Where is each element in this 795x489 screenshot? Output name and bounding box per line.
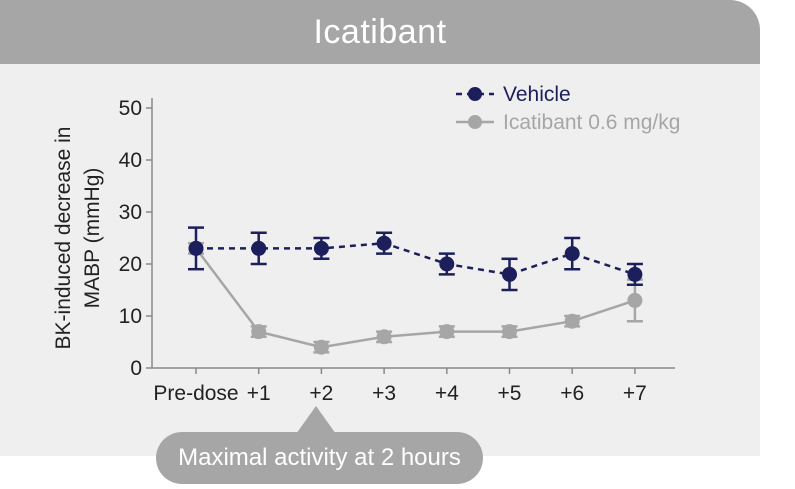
callout-arrow [296, 406, 336, 434]
data-point [376, 329, 392, 345]
legend-label: Vehicle [503, 83, 571, 106]
x-tick-label: +4 [435, 382, 459, 405]
legend-marker [468, 115, 482, 129]
legend-label: Icatibant 0.6 mg/kg [503, 111, 680, 134]
data-point [502, 266, 517, 282]
y-tick-label: 50 [119, 97, 142, 120]
data-point [251, 240, 267, 256]
data-point [439, 324, 455, 340]
x-tick-label: +2 [309, 382, 333, 405]
title-bar: Icatibant [0, 0, 760, 64]
series-line [196, 241, 636, 276]
data-point [251, 324, 267, 340]
y-tick-label: 0 [130, 357, 142, 380]
data-point [376, 235, 392, 251]
data-point [564, 313, 580, 329]
data-point [627, 266, 643, 282]
legend-marker [468, 87, 482, 101]
y-tick-label: 40 [119, 149, 142, 172]
x-tick-label: +6 [560, 382, 584, 405]
series-vehicle [188, 226, 643, 292]
data-point [439, 256, 455, 272]
y-tick-label: 30 [119, 201, 142, 224]
y-axis-label-line-2: MABP (mmHg) [81, 168, 104, 309]
data-point [502, 324, 517, 340]
data-point [627, 292, 643, 308]
x-tick-label: Pre-dose [153, 382, 238, 405]
data-point [188, 240, 204, 256]
data-point [313, 240, 329, 256]
data-point [313, 339, 329, 355]
x-tick-label: +5 [498, 382, 522, 405]
x-tick-label: +7 [623, 382, 647, 405]
y-tick-label: 20 [119, 253, 142, 276]
series-line [195, 247, 636, 349]
data-point [564, 246, 580, 262]
x-tick-label: +1 [247, 382, 271, 405]
chart-panel: Icatibant [0, 0, 760, 456]
y-axis-label-line-1: BK-induced decrease in [52, 127, 75, 350]
legend: Vehicle Icatibant 0.6 mg/kg [456, 83, 680, 134]
chart-background [0, 60, 760, 456]
y-tick-label: 10 [119, 305, 142, 328]
chart-title: Icatibant [313, 12, 447, 51]
callout-badge: Maximal activity at 2 hours [156, 432, 483, 484]
x-tick-label: +3 [372, 382, 396, 405]
axes: 0 10 20 30 40 50 Pre-dose +1 +2 +3 +4 +5 +6 +7 [119, 97, 675, 405]
series-layer [188, 226, 643, 355]
